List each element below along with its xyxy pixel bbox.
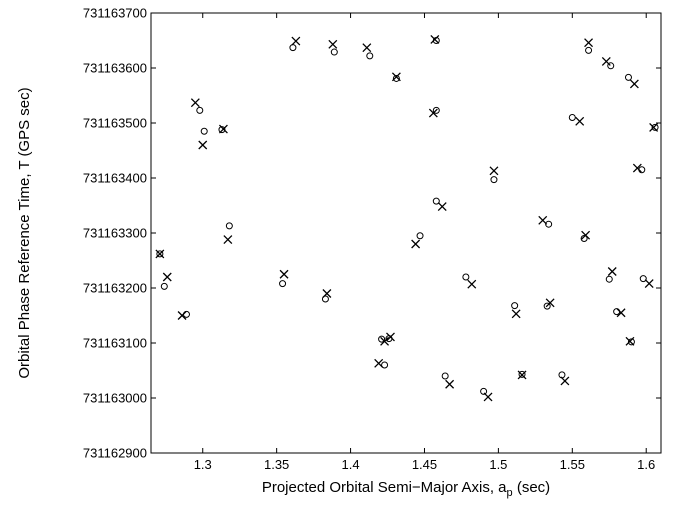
y-tick-label: 731163300	[83, 226, 147, 241]
circle-marker-point	[378, 335, 386, 343]
plot-frame	[150, 12, 662, 454]
x-marker-point	[223, 235, 233, 245]
x-marker-point	[177, 311, 187, 320]
circle-marker-point	[511, 302, 519, 310]
y-tick-label: 731163600	[83, 61, 147, 76]
circle-marker-point	[545, 220, 553, 228]
y-tick-labels: 731162900 731163000 731163100 731163200 7311…	[83, 6, 147, 461]
circle-marker-point	[462, 273, 470, 281]
x-tick-label: 1.45	[412, 457, 437, 472]
circle-marker-point	[651, 123, 659, 131]
circle-marker-point	[585, 46, 593, 54]
x-axis-label-unit: (sec)	[513, 479, 551, 496]
y-tick-label: 731162900	[83, 446, 147, 461]
x-marker-point	[616, 308, 626, 318]
circle-marker-point	[639, 275, 647, 283]
x-marker-point	[607, 267, 617, 276]
circle-marker-point	[182, 310, 190, 318]
circle-marker-point	[558, 371, 566, 379]
x-tick-label: 1.35	[264, 457, 289, 472]
y-tick-label: 731163100	[83, 336, 147, 351]
y-tick-label: 731163700	[83, 6, 147, 21]
data-markers	[155, 34, 659, 402]
x-marker-point	[430, 34, 440, 44]
circle-marker-point	[441, 372, 449, 380]
circle-marker-point	[321, 295, 329, 303]
x-marker-point	[445, 379, 455, 389]
x-axis-label-subscript: p	[507, 487, 513, 499]
circle-marker-point	[624, 73, 632, 81]
circle-marker-point	[366, 52, 374, 60]
axis-ticks	[151, 12, 661, 454]
circle-marker-point	[218, 126, 226, 134]
x-tick-labels: 1.3 1.35 1.4 1.45 1.5 1.55 1.6	[194, 457, 656, 472]
x-axis-label: Projected Orbital Semi−Major Axis, ap (s…	[262, 479, 550, 499]
circle-marker-point	[627, 338, 635, 346]
x-marker-point	[279, 269, 289, 279]
x-tick-label: 1.55	[560, 457, 585, 472]
x-marker-point	[190, 98, 200, 108]
circle-marker-point	[490, 176, 498, 184]
x-tick-label: 1.5	[489, 457, 507, 472]
circle-marker-point	[160, 282, 168, 290]
x-marker-point	[162, 272, 172, 282]
x-marker-point	[428, 108, 438, 118]
circle-marker-point	[518, 370, 526, 378]
x-marker-point	[489, 166, 499, 176]
y-tick-label: 731163200	[83, 281, 147, 296]
circle-marker-point	[289, 44, 297, 52]
x-marker-point	[629, 79, 639, 89]
circle-marker-point	[381, 361, 389, 369]
x-marker-point	[601, 56, 611, 66]
circle-marker-point	[543, 302, 551, 310]
circle-marker-point	[613, 308, 621, 316]
x-marker-point	[467, 279, 477, 289]
circle-marker-point	[638, 166, 646, 174]
circle-marker-point	[392, 74, 400, 82]
circle-marker-point	[416, 232, 424, 240]
circle-marker-point	[225, 222, 233, 230]
x-tick-label: 1.3	[194, 457, 212, 472]
circle-marker-point	[480, 387, 488, 395]
y-axis-label: Orbital Phase Reference Time, T (GPS sec…	[16, 87, 33, 378]
circle-marker-point	[432, 197, 440, 205]
x-marker-point	[198, 140, 208, 150]
circle-marker-point	[279, 280, 287, 288]
circle-marker-point	[607, 62, 615, 70]
x-marker-point	[584, 38, 594, 48]
circle-marker-point	[330, 48, 338, 56]
x-marker-point	[575, 116, 585, 126]
x-marker-point	[545, 298, 555, 308]
circle-marker-point	[196, 106, 204, 114]
x-marker-point	[581, 230, 591, 240]
circle-marker-point	[432, 106, 440, 114]
x-marker-point	[386, 332, 395, 342]
circle-marker-point	[580, 235, 588, 242]
circle-marker-point	[385, 335, 393, 343]
x-marker-point	[328, 39, 338, 49]
circle-marker-point	[568, 114, 576, 121]
x-marker-point	[380, 336, 390, 346]
x-marker-point	[437, 202, 447, 212]
x-marker-point	[632, 163, 642, 173]
x-axis-label-main: Projected Orbital Semi−Major Axis, a	[262, 479, 507, 496]
x-marker-point	[155, 249, 165, 259]
x-tick-label: 1.4	[342, 457, 360, 472]
x-marker-point	[511, 309, 521, 319]
y-tick-label: 731163500	[83, 116, 147, 131]
circle-marker-point	[432, 37, 440, 44]
circle-marker-point	[156, 250, 164, 258]
x-marker-point	[362, 43, 372, 53]
y-tick-label: 731163400	[83, 171, 147, 186]
y-tick-label: 731163000	[83, 391, 147, 406]
x-marker-point	[291, 36, 301, 46]
x-marker-point	[411, 239, 421, 249]
x-marker-point	[644, 279, 654, 289]
x-tick-label: 1.6	[637, 457, 655, 472]
circle-marker-point	[605, 275, 613, 283]
circle-marker-point	[200, 127, 208, 135]
